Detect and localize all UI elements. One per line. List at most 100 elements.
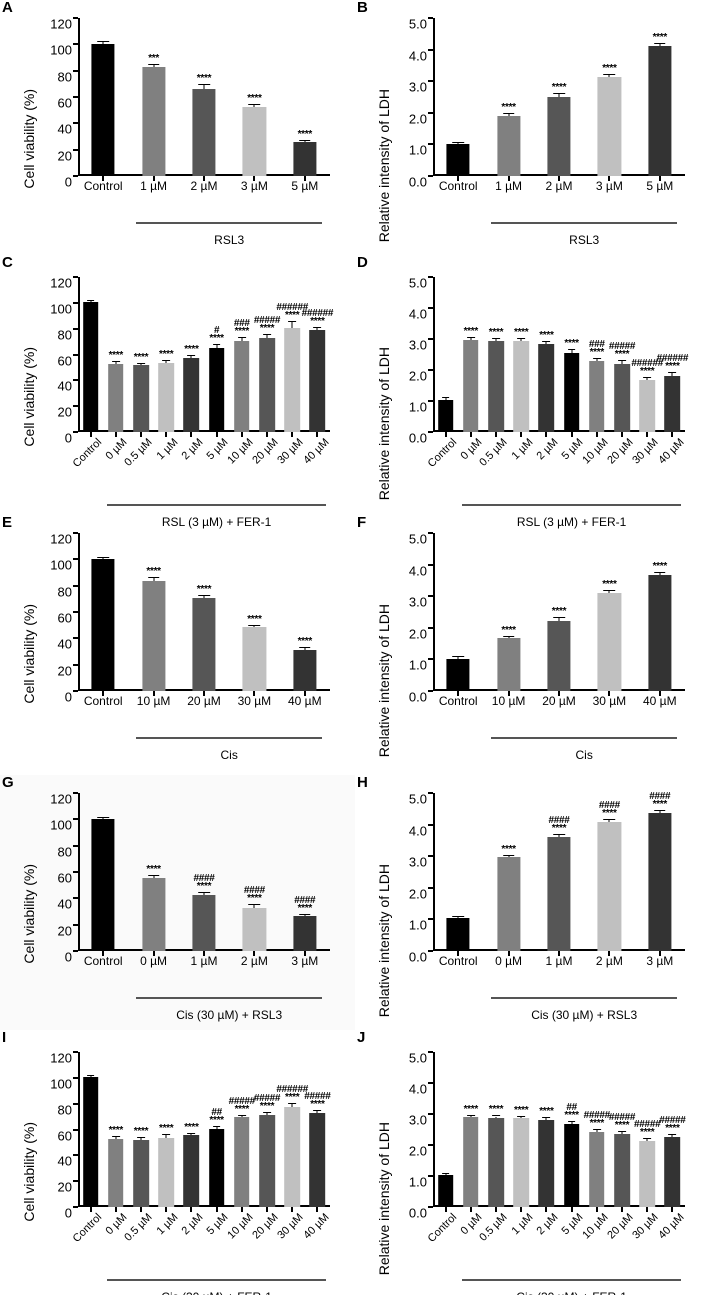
x-tick-label: 2 µM: [179, 1211, 206, 1238]
panel-letter-d: D: [357, 254, 368, 271]
y-tick-label: 100: [50, 557, 72, 573]
bar: [158, 1138, 174, 1207]
y-axis-line: [78, 793, 80, 951]
bar-slot: **** 5 µM: [280, 18, 330, 192]
error-bar-cap: [288, 321, 297, 323]
x-tick-label: 1 µM: [154, 1211, 180, 1238]
error-bar: [90, 1076, 92, 1078]
star-marker: ****: [539, 330, 554, 342]
x-tick-mark: [557, 691, 560, 696]
y-tick-label: 100: [50, 301, 72, 317]
error-bar: [457, 142, 459, 144]
star-marker: ****: [564, 1110, 579, 1122]
star-marker: ****: [196, 881, 212, 893]
y-tick-mark: [428, 792, 433, 794]
plot-area-h: 0.0 1.0 2.0 3.0 4.0 5.0 Control **** 0 µM #### ***…: [409, 792, 685, 967]
star-marker: ****: [209, 333, 224, 345]
star-marker: ****: [640, 1126, 655, 1138]
error-bar: [216, 345, 218, 349]
significance-marker: ##### ****: [609, 1113, 636, 1131]
x-tick-mark: [520, 432, 523, 437]
bar-slot: **** 0 µM: [103, 1052, 130, 1237]
x-tick-mark: [89, 1207, 92, 1212]
x-tick-mark: [240, 432, 243, 437]
error-bar-cap: [288, 1103, 297, 1105]
y-tick-mark: [73, 1206, 78, 1208]
star-marker: ****: [234, 1103, 250, 1115]
y-tick-mark: [73, 792, 78, 794]
y-tick-mark: [73, 379, 78, 382]
bar: [547, 620, 571, 691]
y-tick-mark: [73, 950, 78, 952]
significance-marker: ****: [501, 625, 516, 635]
y-tick-mark: [73, 532, 78, 534]
y-tick-label: 20: [57, 148, 72, 164]
x-tick-label: 20 µM: [542, 694, 576, 708]
y-tick-mark: [428, 855, 433, 858]
significance-marker: ****: [197, 73, 212, 83]
x-tick-mark: [507, 691, 510, 696]
y-tick-mark: [428, 626, 433, 629]
hash-marker: ###: [588, 338, 605, 350]
error-bar-cap: [212, 344, 221, 346]
error-bar-cap: [248, 624, 261, 626]
plot-area-c: 0 20 40 60 80 100 120 Control **** 0 µM **** 0.5 µM…: [50, 276, 334, 470]
error-bar-cap: [298, 139, 311, 141]
hash-marker: ####: [243, 885, 265, 897]
error-bar: [558, 618, 560, 621]
y-tick-mark: [73, 301, 78, 304]
bar-slot: **** 10 µM: [483, 533, 533, 707]
error-bar-cap: [502, 113, 515, 115]
x-tick-mark: [316, 1207, 319, 1212]
significance-marker: ****: [298, 637, 313, 647]
y-tick-mark: [428, 1051, 433, 1053]
significance-marker: ****: [552, 83, 567, 93]
x-tick-label: 40 µM: [655, 436, 687, 467]
bar: [91, 559, 115, 691]
y-tick-mark: [428, 563, 433, 566]
bar: [208, 348, 225, 432]
bar: [664, 375, 681, 432]
error-bar-cap: [603, 589, 616, 591]
bar-slot: Control: [426, 277, 459, 470]
error-bar: [520, 1116, 522, 1119]
error-bar-cap: [187, 1132, 196, 1134]
panel-c: C Cell viability (%) 0 20 40 60 80 100 120 Contro…: [2, 254, 334, 529]
bar-slot: #### **** 2 µM: [229, 793, 279, 967]
error-bar: [304, 648, 306, 650]
error-bar: [304, 914, 306, 917]
star-marker: ****: [259, 323, 275, 335]
group-bracket-line: [135, 222, 323, 224]
error-bar-cap: [97, 41, 109, 43]
bar: [538, 343, 555, 432]
bar: [233, 341, 250, 432]
bar-slot: #### **** 3 µM: [635, 792, 685, 967]
significance-marker: #### ****: [599, 800, 620, 818]
x-tick-mark: [152, 691, 155, 696]
x-tick-label: Control: [83, 954, 123, 968]
bar: [563, 352, 580, 432]
significance-marker: ##### ****: [254, 1094, 281, 1112]
star-marker: ****: [159, 1123, 174, 1135]
error-bar-cap: [567, 349, 576, 351]
y-tick-label: 0.0: [408, 1205, 427, 1221]
axes: [78, 277, 330, 432]
panel-letter-g: G: [2, 774, 14, 791]
error-bar-cap: [668, 1134, 677, 1136]
y-tick-label: 4.0: [408, 1081, 427, 1097]
error-bar: [253, 104, 255, 108]
y-axis-line: [433, 1052, 435, 1207]
y-tick-label: 40: [57, 121, 72, 137]
bar: [141, 877, 166, 951]
bar-slot: ###### **** 40 µM: [301, 277, 334, 466]
x-tick-label: 20 µM: [250, 436, 281, 467]
error-bar: [203, 84, 205, 89]
star-marker: ****: [665, 361, 680, 373]
bar-slot: **** 0.5 µM: [122, 277, 154, 468]
bar: [107, 1139, 124, 1207]
y-tick-label: 5.0: [408, 791, 427, 807]
hash-marker: ####: [548, 815, 570, 827]
y-tick-mark: [73, 175, 78, 177]
error-bar: [659, 43, 661, 46]
x-tick-mark: [457, 176, 460, 181]
